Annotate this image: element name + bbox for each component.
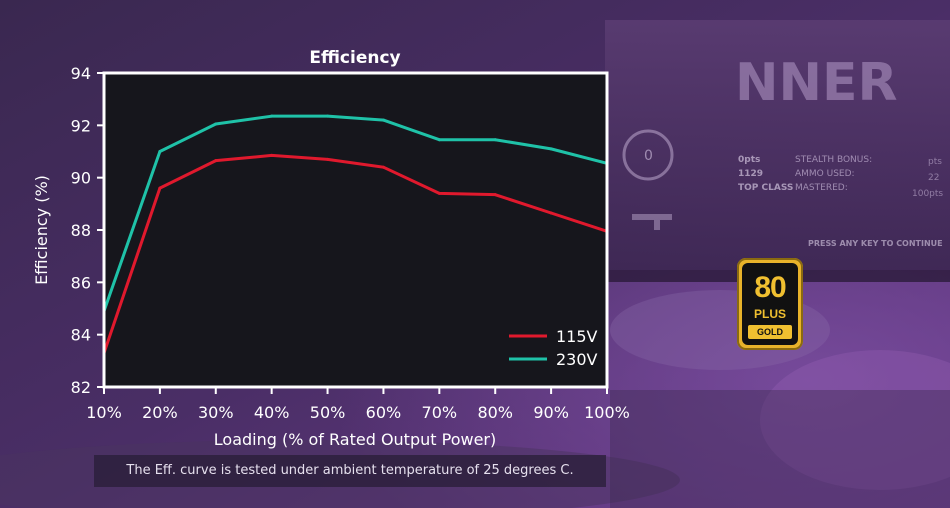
x-tick-label: 10% bbox=[86, 403, 122, 422]
80-plus-gold-badge: 80 PLUS GOLD bbox=[737, 258, 803, 350]
x-tick-label: 30% bbox=[198, 403, 234, 422]
plot-area bbox=[104, 73, 607, 387]
hud-gauge-value: 0 bbox=[644, 148, 653, 164]
legend-label-115V: 115V bbox=[556, 327, 598, 346]
x-tick-label: 20% bbox=[142, 403, 178, 422]
data-point-230V bbox=[158, 150, 162, 153]
legend: 115V 230V bbox=[509, 327, 598, 369]
badge-inner: 80 PLUS GOLD bbox=[742, 263, 798, 345]
y-tick-label: 90 bbox=[71, 169, 91, 188]
hud-stat-value-1: 0pts bbox=[738, 155, 760, 165]
series-line-115V bbox=[102, 153, 608, 354]
hud-continue-prompt: PRESS ANY KEY TO CONTINUE bbox=[808, 239, 943, 248]
monitor-screen bbox=[605, 20, 950, 270]
hud-stat-label-3: MASTERED: bbox=[795, 183, 848, 193]
data-point-115V bbox=[270, 153, 274, 157]
legend-label-230V: 230V bbox=[556, 350, 598, 369]
data-point-115V bbox=[326, 157, 330, 161]
test-condition-note: The Eff. curve is tested under ambient t… bbox=[94, 455, 606, 487]
hud-banner: NNER bbox=[735, 53, 898, 113]
series-line-230V bbox=[102, 114, 608, 312]
data-point-230V bbox=[326, 114, 330, 118]
y-axis-label: Efficiency (%) bbox=[32, 175, 51, 285]
badge-plus: PLUS bbox=[753, 307, 786, 321]
badge-tier: GOLD bbox=[748, 325, 792, 339]
y-tick-label: 84 bbox=[71, 326, 91, 345]
x-tick-label: 60% bbox=[366, 403, 402, 422]
data-point-115V bbox=[493, 193, 497, 197]
x-tick-label: 90% bbox=[533, 403, 569, 422]
data-point-115V bbox=[158, 186, 162, 190]
chart-title: Efficiency bbox=[309, 48, 400, 68]
x-tick-label: 50% bbox=[310, 403, 346, 422]
data-point-115V bbox=[381, 165, 385, 169]
x-tick-label: 80% bbox=[477, 403, 513, 422]
data-point-115V bbox=[549, 211, 553, 215]
hud-gauge-icon bbox=[622, 129, 674, 181]
hud-stat-value-2: 1129 bbox=[738, 169, 763, 179]
y-tick-label: 88 bbox=[71, 221, 91, 240]
hud-stat-label-2: AMMO USED: bbox=[795, 169, 855, 179]
data-point-115V bbox=[437, 191, 441, 195]
data-point-230V bbox=[214, 122, 218, 126]
hud-right-value-1: pts bbox=[928, 157, 942, 167]
data-point-230V bbox=[437, 138, 441, 142]
y-tick-label: 86 bbox=[71, 273, 91, 292]
hud-right-value-2: 22 bbox=[928, 173, 939, 183]
hud-right-value-3: 100pts bbox=[912, 189, 943, 199]
y-tick-label: 94 bbox=[71, 64, 91, 83]
hud-stat-value-3: TOP CLASS bbox=[738, 183, 793, 193]
badge-number: 80 bbox=[754, 271, 786, 304]
data-point-115V bbox=[214, 159, 218, 163]
x-axis-label: Loading (% of Rated Output Power) bbox=[214, 430, 496, 449]
data-point-230V bbox=[549, 147, 553, 151]
hud-stat-label-1: STEALTH BONUS: bbox=[795, 155, 872, 165]
x-tick-label: 70% bbox=[422, 403, 458, 422]
data-point-230V bbox=[270, 114, 274, 118]
x-tick-label: 40% bbox=[254, 403, 290, 422]
y-tick-label: 82 bbox=[71, 378, 91, 397]
x-tick-label: 100% bbox=[584, 403, 630, 422]
y-tick-label: 92 bbox=[71, 116, 91, 135]
weapon-icon bbox=[632, 214, 672, 230]
data-point-230V bbox=[381, 118, 385, 122]
data-point-230V bbox=[493, 138, 497, 142]
